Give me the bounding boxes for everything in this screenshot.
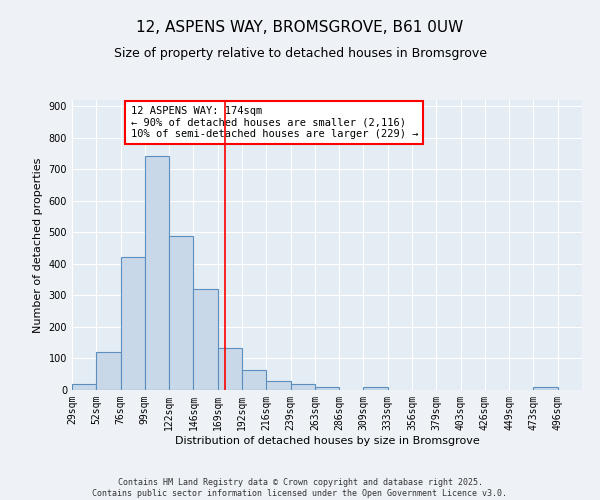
Text: Size of property relative to detached houses in Bromsgrove: Size of property relative to detached ho… xyxy=(113,48,487,60)
Text: 12 ASPENS WAY: 174sqm
← 90% of detached houses are smaller (2,116)
10% of semi-d: 12 ASPENS WAY: 174sqm ← 90% of detached … xyxy=(131,106,418,139)
Y-axis label: Number of detached properties: Number of detached properties xyxy=(33,158,43,332)
Bar xyxy=(290,384,315,390)
Text: 12, ASPENS WAY, BROMSGROVE, B61 0UW: 12, ASPENS WAY, BROMSGROVE, B61 0UW xyxy=(136,20,464,35)
Text: Contains HM Land Registry data © Crown copyright and database right 2025.
Contai: Contains HM Land Registry data © Crown c… xyxy=(92,478,508,498)
Bar xyxy=(242,370,266,390)
X-axis label: Distribution of detached houses by size in Bromsgrove: Distribution of detached houses by size … xyxy=(175,436,479,446)
Bar xyxy=(145,156,169,390)
Bar xyxy=(169,236,193,390)
Bar xyxy=(364,388,388,390)
Bar xyxy=(315,388,339,390)
Bar xyxy=(121,256,145,390)
Bar xyxy=(193,289,218,390)
Bar xyxy=(266,380,290,390)
Bar xyxy=(96,352,121,390)
Bar xyxy=(533,388,558,390)
Bar xyxy=(218,348,242,390)
Bar xyxy=(72,384,96,390)
